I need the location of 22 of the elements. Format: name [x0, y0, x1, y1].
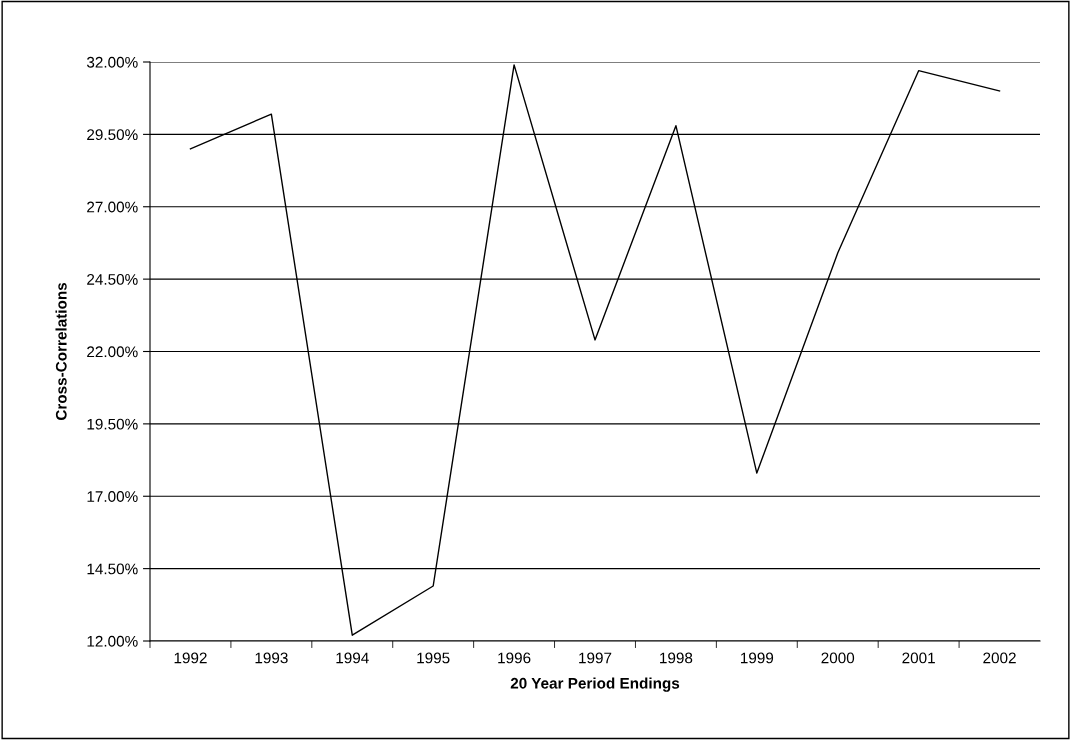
y-axis-title: Cross-Correlations: [55, 282, 67, 421]
y-tick-label: 27.00%: [87, 201, 138, 213]
y-tick-label: 17.00%: [87, 491, 138, 502]
y-tick-label: 32.00%: [86, 56, 138, 68]
x-tick-label: 2000: [821, 652, 855, 664]
x-tick-label: 1999: [740, 652, 774, 664]
x-tick-label: 2002: [983, 652, 1016, 664]
y-tick-label: 24.50%: [87, 273, 138, 285]
y-tick-label: 12.00%: [87, 635, 138, 647]
x-tick-label: 1992: [174, 652, 207, 664]
x-axis-title: 20 Year Period Endings: [510, 677, 680, 692]
x-tick-label: 1993: [255, 652, 288, 664]
x-tick-label: 1994: [336, 652, 369, 664]
y-tick-label: 14.50%: [87, 563, 138, 575]
x-tick-label: 1996: [498, 652, 531, 664]
x-tick-label: 1998: [660, 652, 693, 664]
y-tick-label: 29.50%: [87, 129, 138, 141]
y-tick-label: 19.50%: [87, 418, 138, 430]
x-tick-label: 1995: [417, 652, 450, 664]
y-tick-label: 22.00%: [87, 346, 138, 358]
x-tick-label: 2001: [902, 652, 935, 664]
x-tick-label: 1997: [579, 652, 612, 664]
